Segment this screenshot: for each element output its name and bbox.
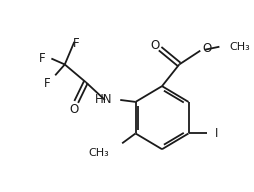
Text: HN: HN (95, 94, 113, 106)
Text: F: F (44, 77, 51, 90)
Text: F: F (39, 52, 45, 65)
Text: O: O (70, 103, 79, 116)
Text: CH₃: CH₃ (88, 148, 109, 158)
Text: O: O (151, 39, 160, 52)
Text: I: I (215, 127, 218, 140)
Text: CH₃: CH₃ (229, 42, 250, 52)
Text: O: O (202, 42, 211, 55)
Text: F: F (73, 37, 80, 50)
